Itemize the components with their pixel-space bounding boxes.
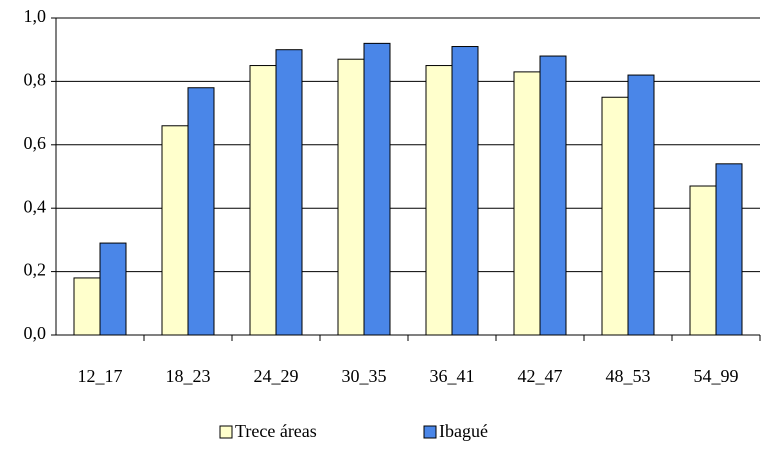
x-tick-label: 48_53 (606, 366, 651, 386)
bar (161, 125, 189, 336)
x-tick-label: 30_35 (342, 366, 387, 386)
bar (451, 46, 479, 336)
y-tick-label: 0,0 (24, 323, 47, 343)
legend-swatch (219, 425, 233, 439)
bar (363, 42, 391, 336)
y-tick-label: 1,0 (24, 6, 47, 26)
x-tick-label: 18_23 (166, 366, 211, 386)
bar (513, 71, 541, 336)
bar (539, 55, 567, 336)
legend-swatch (423, 425, 437, 439)
bar (601, 96, 629, 336)
bar (689, 185, 717, 336)
legend-label: Ibagué (439, 421, 488, 441)
y-tick-label: 0,8 (24, 70, 47, 90)
bar (337, 58, 365, 336)
bar (715, 163, 743, 336)
legend-label: Trece áreas (235, 421, 317, 441)
y-tick-label: 0,2 (24, 260, 47, 280)
x-tick-label: 42_47 (518, 366, 563, 386)
bar (275, 49, 303, 336)
x-tick-label: 54_99 (694, 366, 739, 386)
bar (249, 65, 277, 336)
bar (187, 87, 215, 336)
x-tick-label: 12_17 (78, 366, 123, 386)
bar (99, 242, 127, 336)
x-tick-label: 36_41 (430, 366, 475, 386)
bar (425, 65, 453, 336)
y-tick-label: 0,4 (24, 196, 47, 216)
bar (73, 277, 101, 336)
y-tick-label: 0,6 (24, 133, 47, 153)
bar (627, 74, 655, 336)
x-tick-label: 24_29 (254, 366, 299, 386)
